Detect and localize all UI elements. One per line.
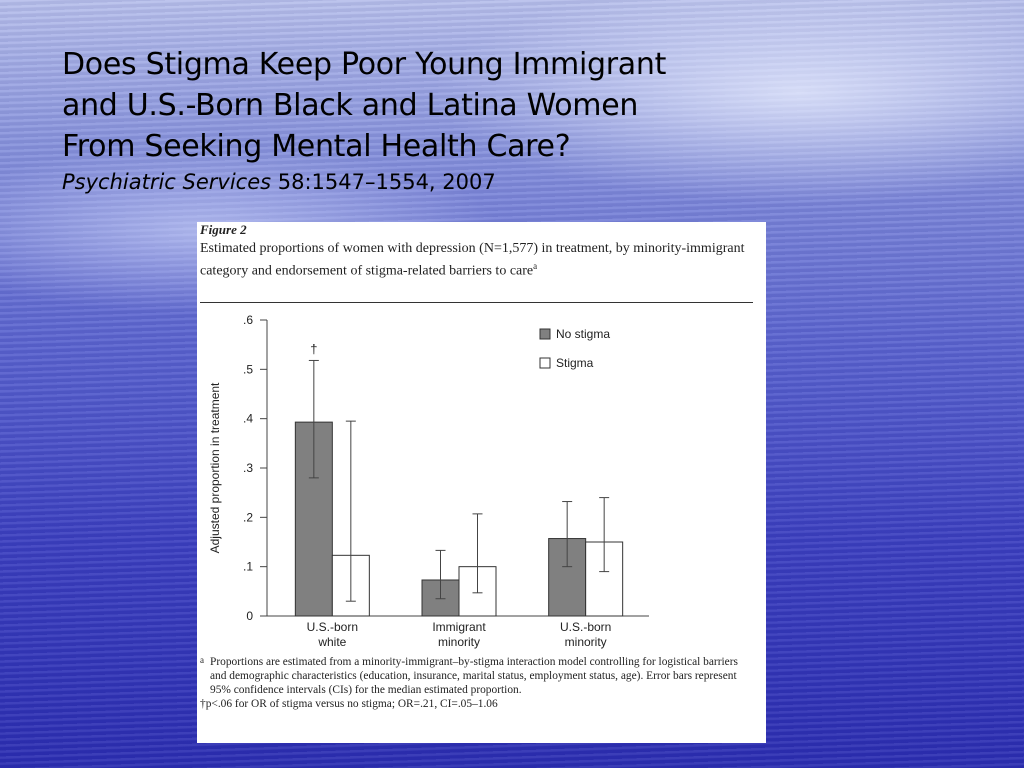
legend-swatch [539, 328, 551, 340]
figure-notes: a Proportions are estimated from a minori… [200, 655, 756, 711]
y-tick-label: .3 [243, 461, 253, 475]
bar-chart: 0 .1 .2 .3 .4 .5 .6 Adjusted proportion in trea… [208, 313, 649, 649]
y-tick-label: .5 [243, 362, 253, 376]
significance-dagger: † [310, 341, 317, 356]
x-category-label: U.S.-born [560, 620, 611, 634]
citation: Psychiatric Services 58:1547–1554, 2007 [62, 167, 762, 197]
x-category-label: minority [438, 635, 480, 649]
figure-caption: Estimated proportions of women with depr… [200, 240, 750, 280]
y-axis-label: Adjusted proportion in treatment [208, 382, 222, 553]
slide-title-line-1: Does Stigma Keep Poor Young Immigrant [62, 47, 667, 82]
figure-caption-text: Estimated proportions of women with depr… [200, 241, 745, 279]
y-tick-label: .2 [243, 510, 253, 524]
slide-title-line-3: From Seeking Mental Health Care? [62, 129, 571, 164]
slide-title-line-2: and U.S.-Born Black and Latina Women [62, 88, 639, 123]
caption-divider [200, 302, 753, 303]
caption-footnote-mark: a [533, 260, 538, 271]
x-category-label: minority [565, 635, 607, 649]
citation-details: 58:1547–1554, 2007 [271, 170, 496, 194]
x-category-label: white [317, 635, 346, 649]
legend-swatch [539, 357, 551, 369]
footnote-a: a Proportions are estimated from a minori… [200, 655, 756, 697]
footnote-a-mark: a [200, 655, 204, 665]
y-tick-label: .1 [243, 560, 253, 574]
legend-label: Stigma [556, 356, 594, 370]
y-tick-label: .4 [243, 412, 253, 426]
footnote-a-text: Proportions are estimated from a minorit… [210, 656, 738, 696]
y-tick-label: 0 [246, 609, 253, 623]
figure-label: Figure 2 [200, 222, 247, 237]
citation-journal: Psychiatric Services [62, 170, 272, 194]
x-category-label: Immigrant [432, 620, 486, 634]
x-category-label: U.S.-born [307, 620, 358, 634]
legend-label: No stigma [556, 327, 610, 341]
footnote-dagger: †p<.06 for OR of stigma versus no stigma… [200, 698, 498, 710]
y-tick-label: .6 [243, 313, 253, 327]
figure-panel: Figure 2 Estimated proportions of women … [197, 222, 766, 743]
slide-title-block: Does Stigma Keep Poor Young Immigrant an… [62, 44, 762, 197]
